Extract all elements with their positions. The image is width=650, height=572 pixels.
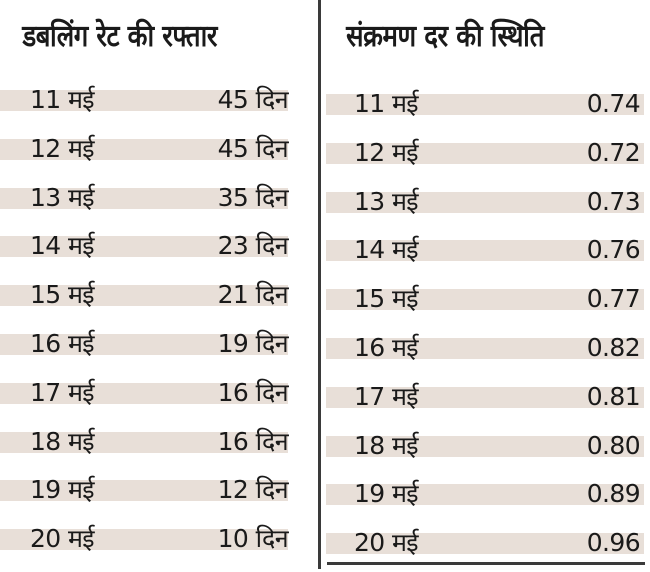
- row-band: [0, 285, 288, 307]
- infection-rate-row: 15 मई 0.77: [322, 279, 650, 328]
- row-value: 0.96: [586, 528, 641, 558]
- row-date: 20 मई: [354, 528, 419, 558]
- infection-rate-row: 18 मई 0.80: [322, 426, 650, 475]
- infection-rate-row: 13 मई 0.73: [322, 182, 650, 231]
- doubling-rate-row: 17 मई 16 दिन: [0, 373, 302, 422]
- infection-rate-row: 11 मई 0.74: [322, 84, 650, 133]
- row-band: [326, 289, 644, 311]
- row-value: 45 दिन: [217, 85, 289, 114]
- row-value: 23 दिन: [217, 231, 289, 261]
- row-value: 0.89: [586, 479, 641, 509]
- infection-rate-row: 14 मई 0.76: [322, 230, 650, 279]
- infection-rate-table: संक्रमण दर की स्थिति 11 मई 0.74 12 मई 0.72 1…: [322, 0, 650, 562]
- doubling-rate-row: 16 मई 19 दिन: [0, 324, 302, 373]
- row-value: 0.74: [586, 89, 641, 118]
- row-value: 16 दिन: [217, 426, 289, 456]
- row-band: [0, 431, 288, 453]
- row-band: [326, 142, 644, 164]
- row-band: [0, 187, 288, 209]
- row-date: 12 मई: [30, 133, 95, 163]
- row-band: [0, 382, 288, 404]
- row-value: 16 दिन: [217, 377, 289, 407]
- row-value: 12 दिन: [217, 475, 289, 505]
- infection-rate-row: 20 मई 0.96: [322, 523, 650, 572]
- row-date: 19 मई: [30, 475, 95, 505]
- doubling-rate-row: 20 मई 10 दिन: [0, 519, 302, 568]
- doubling-rate-row: 18 मई 16 दिन: [0, 422, 302, 471]
- row-band: [0, 236, 288, 258]
- infection-rate-rows: 11 मई 0.74 12 मई 0.72 13 मई 0.73 14 मई 0.76 15 म…: [322, 84, 650, 572]
- doubling-rate-row: 19 मई 12 दिन: [0, 470, 302, 519]
- doubling-rate-table: डबलिंग रेट की रफ्तार 11 मई 45 दिन 12 मई 45 …: [0, 0, 302, 562]
- row-band: [326, 386, 644, 408]
- row-date: 14 मई: [354, 235, 419, 265]
- row-band: [326, 533, 644, 555]
- row-value: 10 दिन: [217, 524, 289, 554]
- row-band: [326, 94, 644, 115]
- row-value: 0.72: [586, 137, 641, 167]
- doubling-rate-title: डबलिंग रेट की रफ्तार: [22, 19, 217, 54]
- row-date: 16 मई: [30, 328, 95, 358]
- infection-rate-row: 16 मई 0.82: [322, 328, 650, 377]
- row-value: 0.81: [586, 381, 641, 411]
- doubling-rate-row: 14 मई 23 दिन: [0, 226, 302, 275]
- row-value: 19 दिन: [217, 328, 289, 358]
- row-value: 0.77: [586, 284, 641, 314]
- infection-rate-row: 12 मई 0.72: [322, 133, 650, 182]
- row-date: 18 मई: [354, 430, 419, 460]
- doubling-rate-rows: 11 मई 45 दिन 12 मई 45 दिन 13 मई 35 दिन 14 मई 23…: [0, 80, 302, 568]
- row-value: 0.76: [586, 235, 641, 265]
- row-value: 0.80: [586, 430, 641, 460]
- row-date: 15 मई: [354, 284, 419, 314]
- row-date: 19 मई: [354, 479, 419, 509]
- row-value: 35 दिन: [217, 182, 289, 212]
- infection-rate-row: 19 मई 0.89: [322, 474, 650, 523]
- bottom-rule: [327, 562, 645, 565]
- row-date: 11 मई: [30, 85, 95, 114]
- row-band: [0, 90, 288, 111]
- row-band: [326, 484, 644, 506]
- infection-rate-row: 17 मई 0.81: [322, 377, 650, 426]
- row-value: 0.82: [586, 332, 641, 362]
- row-value: 45 दिन: [217, 133, 289, 163]
- column-divider: [318, 0, 321, 569]
- row-date: 17 मई: [354, 381, 419, 411]
- infection-rate-title: संक्रमण दर की स्थिति: [346, 19, 545, 54]
- row-band: [326, 240, 644, 262]
- row-band: [326, 435, 644, 457]
- row-date: 15 मई: [30, 280, 95, 310]
- row-date: 18 मई: [30, 426, 95, 456]
- row-band: [0, 333, 288, 355]
- row-date: 20 मई: [30, 524, 95, 554]
- row-value: 21 दिन: [217, 280, 289, 310]
- row-date: 14 मई: [30, 231, 95, 261]
- row-date: 17 मई: [30, 377, 95, 407]
- row-band: [0, 529, 288, 551]
- doubling-rate-row: 13 मई 35 दिन: [0, 178, 302, 227]
- row-date: 12 मई: [354, 137, 419, 167]
- doubling-rate-row: 11 मई 45 दिन: [0, 80, 302, 129]
- row-value: 0.73: [586, 186, 641, 216]
- row-band: [0, 480, 288, 502]
- row-date: 13 मई: [30, 182, 95, 212]
- row-date: 13 मई: [354, 186, 419, 216]
- row-date: 16 मई: [354, 332, 419, 362]
- row-band: [0, 138, 288, 160]
- row-band: [326, 337, 644, 359]
- row-band: [326, 191, 644, 213]
- doubling-rate-row: 12 मई 45 दिन: [0, 129, 302, 178]
- doubling-rate-row: 15 मई 21 दिन: [0, 275, 302, 324]
- row-date: 11 मई: [354, 89, 419, 118]
